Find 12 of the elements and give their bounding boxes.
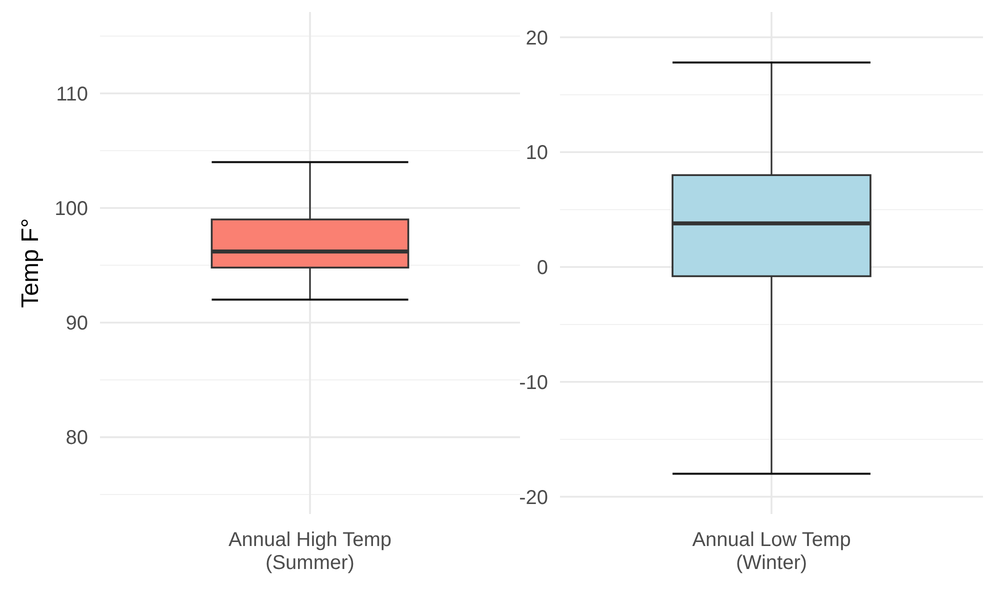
x-tick-label: Annual Low Temp (Winter)	[692, 529, 851, 574]
y-axis-title: Temp F°	[17, 218, 44, 308]
y-tick-label: 110	[56, 83, 88, 106]
y-tick-label: 100	[54, 198, 88, 220]
y-tick-label: -20	[519, 486, 548, 509]
y-tick-label: 80	[66, 427, 88, 450]
y-tick-label: 20	[526, 27, 548, 50]
x-tick-label: Annual High Temp (Summer)	[228, 529, 392, 574]
y-tick-label: -10	[519, 372, 548, 394]
y-tick-label: 90	[66, 312, 88, 335]
y-tick-label: 0	[536, 257, 548, 280]
y-tick-label: 10	[526, 142, 548, 164]
